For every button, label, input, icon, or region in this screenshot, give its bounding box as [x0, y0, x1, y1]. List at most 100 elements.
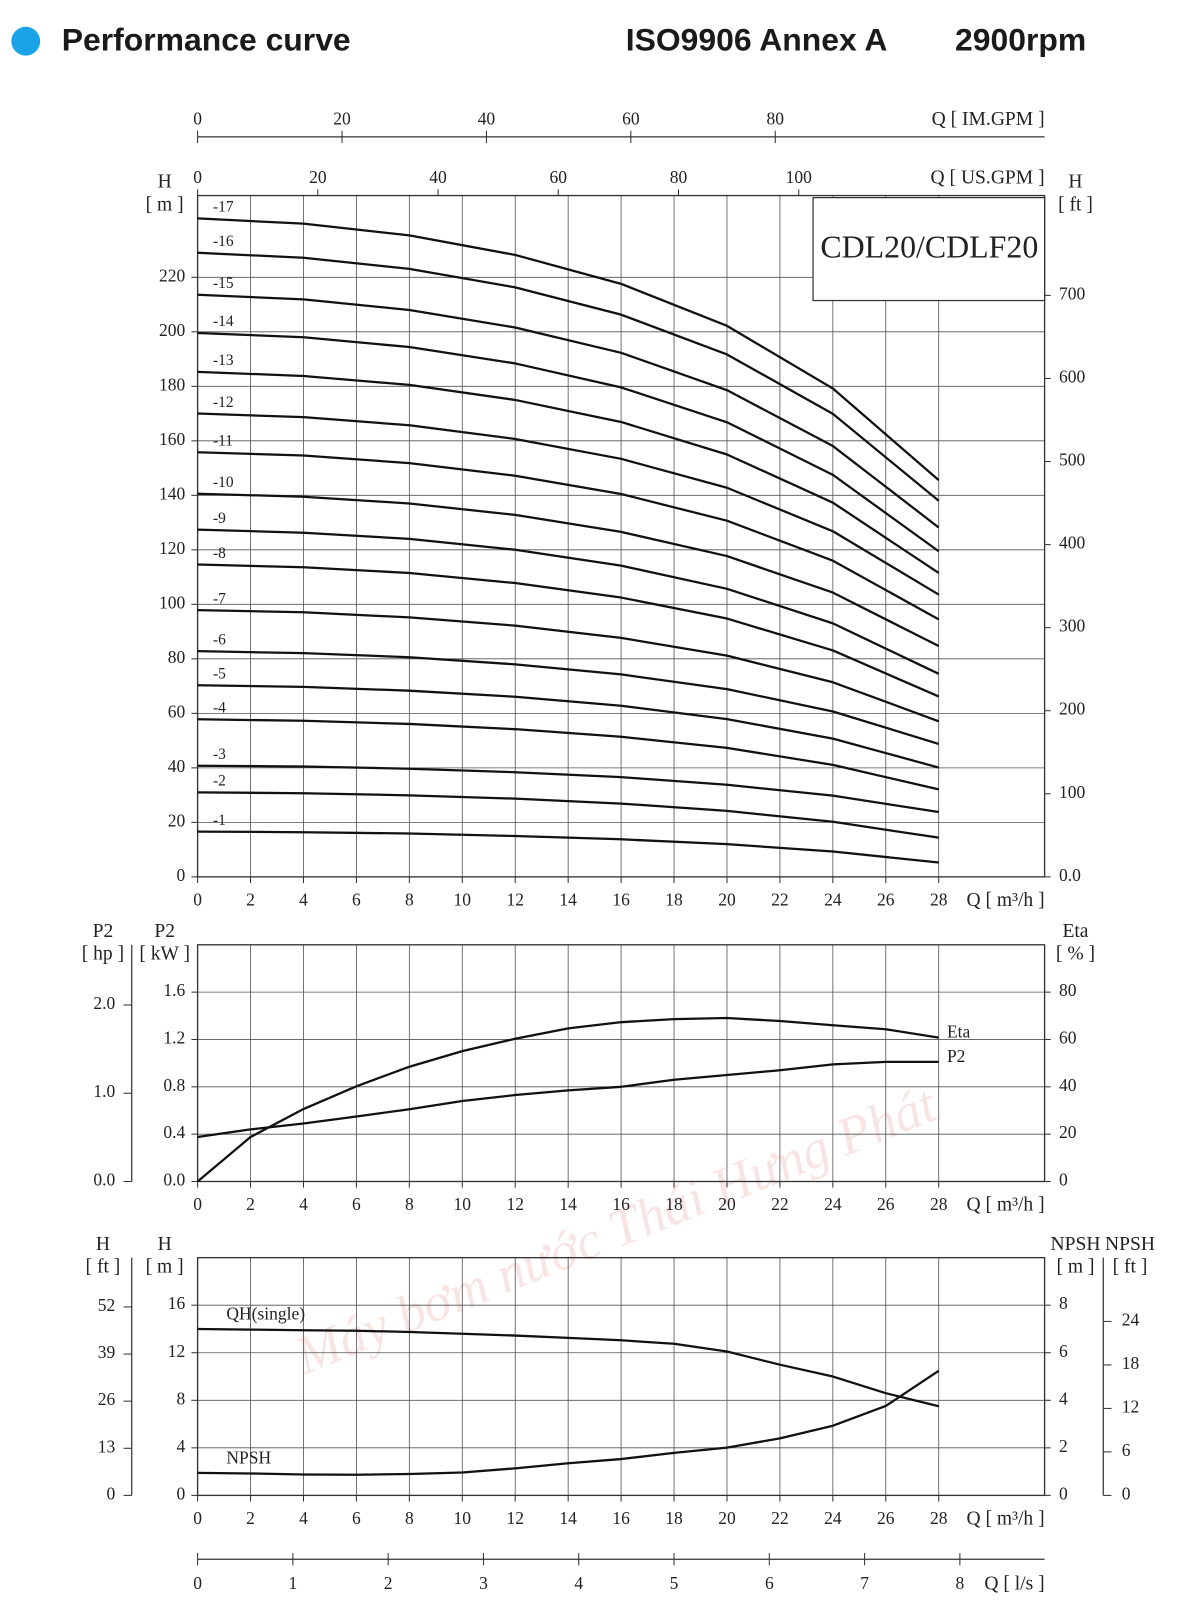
y-axis-unit: [ m ] — [146, 194, 184, 215]
curve-label: -6 — [213, 631, 226, 648]
y-tick-label: 16 — [168, 1293, 186, 1313]
x-tick-label: 2 — [384, 1573, 393, 1593]
chart-title: Performance curve — [62, 22, 351, 58]
curve — [197, 563, 940, 698]
y-tick-label: 80 — [1059, 980, 1077, 1000]
y-tick-label: 160 — [159, 429, 185, 449]
curve — [197, 528, 940, 675]
y-tick-label: 8 — [1059, 1293, 1068, 1313]
x-tick-label: 0 — [193, 1573, 202, 1593]
y-tick-label: 500 — [1059, 450, 1085, 470]
y-tick-label: 140 — [159, 483, 185, 503]
y-tick-label: 0 — [1059, 1170, 1068, 1190]
y-tick-label: 200 — [159, 320, 185, 340]
y-axis-label: H — [96, 1234, 110, 1255]
y-tick-label: 6 — [1059, 1341, 1068, 1361]
y-axis-label: NPSH — [1050, 1234, 1100, 1255]
x-tick-label: 0 — [193, 890, 202, 910]
curve — [196, 1016, 939, 1183]
x-tick-label: 0 — [193, 167, 202, 187]
x-tick-label: 22 — [771, 890, 788, 910]
x-tick-label: 5 — [670, 1573, 679, 1593]
plot-frame — [196, 944, 1046, 1183]
x-tick-label: 2 — [246, 890, 255, 910]
curve-label: -17 — [213, 199, 234, 216]
curve — [197, 1327, 939, 1408]
x-tick-label: 8 — [956, 1573, 965, 1593]
x-tick-label: 4 — [299, 1194, 308, 1214]
x-tick-label: 60 — [622, 108, 640, 128]
x-tick-label: 14 — [559, 1194, 577, 1214]
y-tick-label: 0.8 — [163, 1075, 185, 1095]
x-tick-label: 0 — [193, 1508, 202, 1528]
x-tick-label: 14 — [559, 890, 577, 910]
y-tick-label: 2.0 — [93, 993, 115, 1013]
y-axis-unit: [ % ] — [1056, 944, 1095, 965]
curve — [197, 412, 940, 596]
curve-label: -14 — [213, 313, 234, 330]
x-axis-label: Q [ m³/h ] — [967, 890, 1045, 911]
y-axis-unit: [ m ] — [1056, 1256, 1094, 1277]
x-tick-label: 28 — [930, 1508, 948, 1528]
y-axis-unit: [ kW ] — [139, 944, 190, 965]
y-axis-unit: [ ft ] — [1058, 194, 1093, 215]
x-tick-label: 10 — [454, 1508, 472, 1528]
y-tick-label: 400 — [1059, 533, 1085, 553]
x-tick-label: 14 — [559, 1508, 577, 1528]
y-tick-label: 4 — [176, 1436, 185, 1456]
x-tick-label: 28 — [930, 890, 948, 910]
x-tick-label: 26 — [877, 890, 895, 910]
x-tick-label: 8 — [405, 890, 414, 910]
curve — [197, 217, 940, 481]
y-tick-label: 40 — [1059, 1075, 1077, 1095]
x-tick-label: 16 — [612, 890, 630, 910]
x-tick-label: 7 — [860, 1573, 869, 1593]
y-tick-label: 0 — [176, 865, 185, 885]
curve — [197, 251, 940, 502]
x-tick-label: 22 — [771, 1194, 788, 1214]
x-tick-label: 26 — [877, 1508, 895, 1528]
curve-label: -16 — [213, 233, 234, 250]
y-tick-label: 120 — [159, 538, 185, 558]
y-tick-label: 300 — [1059, 616, 1085, 636]
curve — [197, 791, 939, 839]
y-tick-label: 24 — [1122, 1309, 1140, 1329]
curve-label: -3 — [213, 746, 226, 763]
curve — [197, 1060, 939, 1139]
x-tick-label: 20 — [718, 890, 736, 910]
curve — [197, 492, 940, 648]
x-tick-label: 18 — [665, 1508, 683, 1528]
x-axis-label: Q [ IM.GPM ] — [932, 109, 1045, 130]
curve-label: -1 — [213, 812, 226, 829]
curve-label: -10 — [213, 474, 234, 491]
y-tick-label: 80 — [168, 647, 186, 667]
y-axis-unit: [ ft ] — [1113, 1256, 1148, 1277]
y-tick-label: 13 — [98, 1436, 116, 1456]
y-tick-label: 40 — [168, 756, 186, 776]
x-tick-label: 8 — [405, 1508, 414, 1528]
y-tick-label: 18 — [1122, 1353, 1140, 1373]
curve-label: -4 — [213, 700, 226, 717]
x-tick-label: 12 — [506, 1194, 523, 1214]
x-tick-label: 24 — [824, 890, 842, 910]
y-tick-label: 0.4 — [163, 1122, 185, 1142]
y-tick-label: 6 — [1122, 1440, 1131, 1460]
y-tick-label: 180 — [159, 374, 185, 394]
x-tick-label: 0 — [193, 108, 202, 128]
y-tick-label: 12 — [168, 1341, 185, 1361]
curve — [197, 293, 940, 529]
x-tick-label: 1 — [289, 1573, 298, 1593]
x-tick-label: 60 — [550, 167, 568, 187]
curve-label: -15 — [213, 275, 234, 292]
curve-label: -13 — [213, 352, 234, 369]
curve-label: -7 — [213, 590, 226, 607]
x-tick-label: 6 — [352, 1194, 361, 1214]
y-tick-label: 0.0 — [93, 1170, 115, 1190]
speed: 2900rpm — [955, 22, 1086, 58]
x-tick-label: 2 — [246, 1194, 255, 1214]
curve — [197, 684, 939, 769]
x-tick-label: 4 — [299, 890, 308, 910]
y-axis-label: Eta — [1062, 921, 1088, 942]
y-tick-label: 4 — [1059, 1388, 1068, 1408]
